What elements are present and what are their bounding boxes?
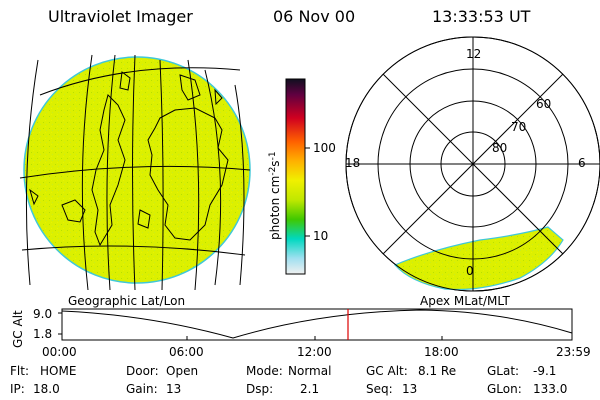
mode-label: Mode: (246, 364, 283, 378)
geographic-globe (19, 54, 251, 291)
altitude-x-tick-label: 06:00 (169, 345, 204, 359)
glat-value: -9.1 (533, 364, 557, 378)
mlt-label-18: 18 (345, 156, 361, 170)
geographic-label: Geographic Lat/Lon (68, 294, 186, 308)
apex-label: Apex MLat/MLT (420, 294, 510, 308)
longitude-line (159, 59, 164, 291)
door-label: Door: (126, 364, 159, 378)
mode-value: Normal (288, 364, 332, 378)
date-label: 06 Nov 00 (273, 7, 356, 26)
lat-label-70: 70 (511, 120, 527, 134)
latitude-line (21, 245, 246, 256)
longitude-line (132, 54, 136, 291)
colorbar (285, 78, 306, 275)
ip-value: 18.0 (33, 382, 60, 396)
time-label: 13:33:53 UT (432, 7, 531, 26)
seq-label: Seq: (366, 382, 393, 396)
altitude-y-tick-label: 9.0 (33, 307, 53, 321)
altitude-x-tick-label: 00:00 (42, 345, 77, 359)
flt-value: HOME (40, 364, 77, 378)
flt-label: Flt: (10, 364, 29, 378)
altitude-y-tick-label: 1.8 (33, 327, 53, 341)
altitude-x-tick-label: 23:59 (556, 345, 591, 359)
mlt-label-6: 6 (578, 156, 586, 170)
gain-value: 13 (166, 382, 182, 396)
glon-label: GLon: (487, 382, 522, 396)
lat-label-80: 80 (492, 141, 508, 155)
instrument-title: Ultraviolet Imager (48, 7, 193, 26)
longitude-line (25, 59, 39, 286)
seq-value: 13 (402, 382, 418, 396)
mlt-label-12: 12 (466, 47, 482, 61)
altitude-curve (61, 309, 573, 339)
altitude-x-tick-label: 18:00 (424, 345, 459, 359)
polar-diagonal (382, 73, 564, 255)
altitude-x-tick-label: 12:00 (297, 345, 332, 359)
gc-alt-label: GC Alt: (366, 364, 408, 378)
longitude-line (81, 54, 93, 291)
lat-label-60: 60 (536, 97, 552, 111)
altitude-plot: GC Alt (11, 308, 573, 348)
glon-value: 133.0 (533, 382, 568, 396)
door-value: Open (166, 364, 199, 378)
colorbar-tick-label: 100 (313, 141, 336, 155)
longitude-line (234, 84, 245, 286)
latitude-line (39, 67, 241, 96)
colorbar-label: photon cm-2s-1 (268, 151, 282, 240)
ip-label: IP: (10, 382, 25, 396)
colorbar-tick-label: 10 (313, 229, 329, 243)
longitude-line (106, 54, 116, 291)
mlt-label-0: 0 (466, 264, 474, 278)
longitude-line (187, 59, 200, 291)
dsp-label: Dsp: (246, 382, 274, 396)
altitude-plot-frame (61, 308, 573, 341)
latitude-line (19, 165, 251, 179)
glat-label: GLat: (487, 364, 520, 378)
longitude-line (204, 69, 222, 286)
auroral-emission (394, 226, 564, 291)
altitude-axis-label: GC Alt (11, 310, 25, 348)
polar-plot (345, 36, 600, 292)
gain-label: Gain: (126, 382, 158, 396)
dsp-value: 2.1 (300, 382, 320, 396)
gc-alt-value: 8.1 Re (418, 364, 457, 378)
